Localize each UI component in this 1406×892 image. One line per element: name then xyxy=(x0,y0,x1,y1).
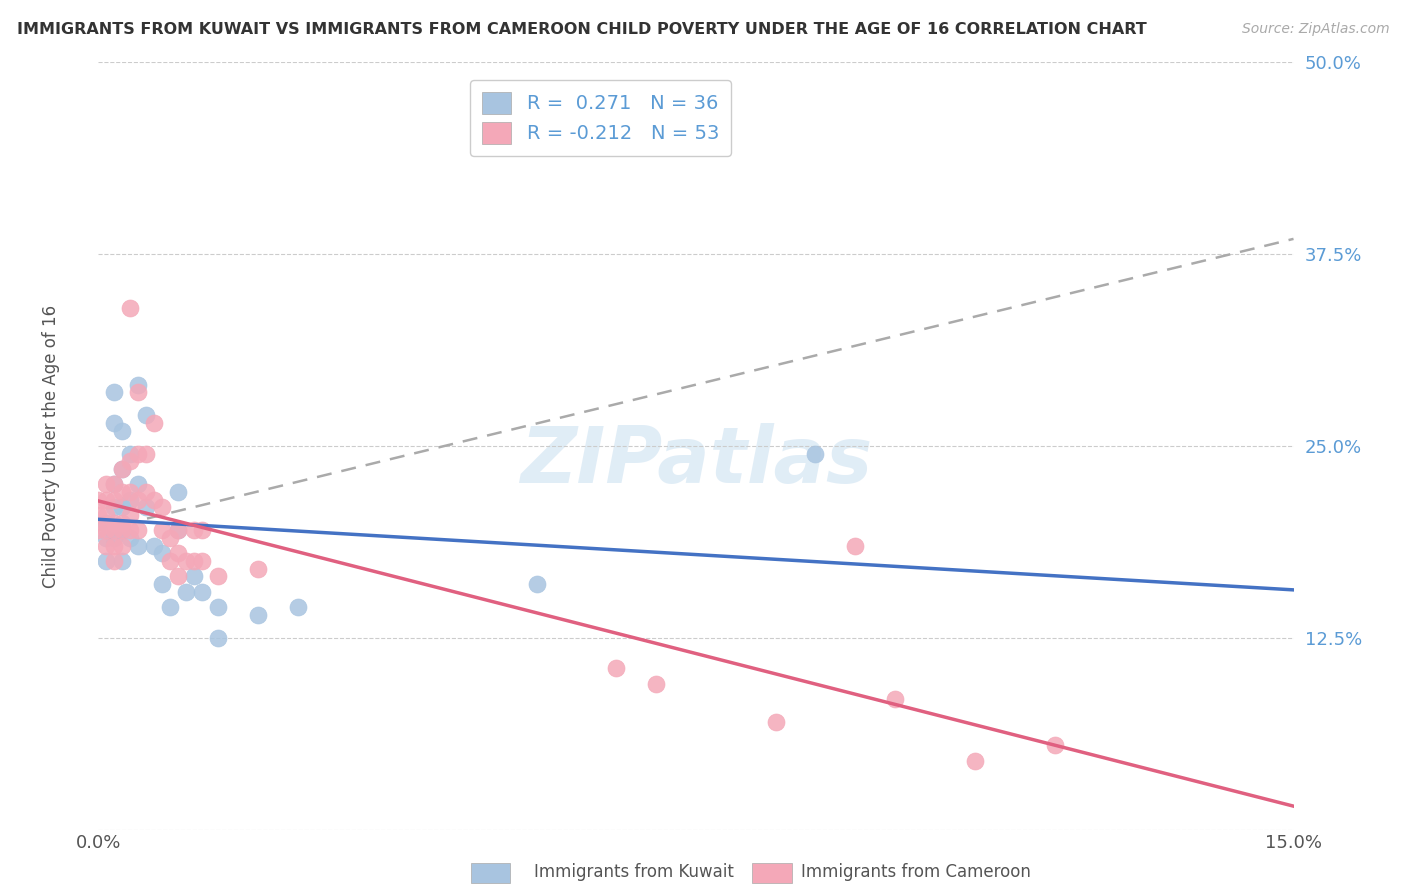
Point xyxy=(111,485,134,500)
Legend: R =  0.271   N = 36, R = -0.212   N = 53: R = 0.271 N = 36, R = -0.212 N = 53 xyxy=(470,79,731,156)
Point xyxy=(645,677,668,691)
Point xyxy=(183,554,205,568)
Point xyxy=(143,416,166,430)
Point xyxy=(96,554,118,568)
Point xyxy=(103,492,125,507)
Text: ZIPatlas: ZIPatlas xyxy=(520,424,872,500)
Point xyxy=(844,539,866,553)
Point xyxy=(87,524,110,538)
Point xyxy=(183,524,205,538)
Point xyxy=(103,516,125,530)
Point xyxy=(167,546,190,560)
Point xyxy=(87,492,110,507)
Point xyxy=(207,569,229,583)
Point xyxy=(135,485,157,500)
Point xyxy=(135,409,157,423)
Point xyxy=(103,531,125,545)
Point xyxy=(207,631,229,645)
Text: Immigrants from Cameroon: Immigrants from Cameroon xyxy=(801,863,1031,881)
Point xyxy=(135,447,157,461)
Text: Source: ZipAtlas.com: Source: ZipAtlas.com xyxy=(1241,22,1389,37)
Point xyxy=(191,554,214,568)
Point xyxy=(96,539,118,553)
Point xyxy=(174,554,197,568)
Point xyxy=(111,500,134,515)
Point xyxy=(246,562,269,576)
Point xyxy=(167,485,190,500)
Point xyxy=(87,508,110,522)
Point xyxy=(526,577,548,591)
Point xyxy=(120,508,142,522)
Point xyxy=(150,500,173,515)
Point xyxy=(103,539,125,553)
Point xyxy=(111,539,134,553)
Point xyxy=(103,416,125,430)
Point xyxy=(103,385,125,400)
Point xyxy=(111,516,134,530)
Point xyxy=(103,477,125,491)
Point xyxy=(191,584,214,599)
Point xyxy=(120,492,142,507)
Point xyxy=(159,531,181,545)
Point xyxy=(111,524,134,538)
Point xyxy=(120,454,142,468)
Point xyxy=(167,524,190,538)
Point xyxy=(111,462,134,476)
Point xyxy=(605,661,627,675)
Point xyxy=(96,477,118,491)
Point xyxy=(167,569,190,583)
Point xyxy=(103,554,125,568)
Point xyxy=(963,754,986,768)
Point xyxy=(111,554,134,568)
Point xyxy=(127,524,149,538)
Point xyxy=(174,584,197,599)
Point xyxy=(120,301,142,315)
Point xyxy=(127,377,149,392)
Point xyxy=(765,715,787,730)
Point xyxy=(96,531,118,545)
Point xyxy=(183,569,205,583)
Point xyxy=(96,524,118,538)
Point xyxy=(135,500,157,515)
Point xyxy=(287,600,309,615)
Point xyxy=(127,539,149,553)
Point xyxy=(884,692,907,706)
Point xyxy=(159,554,181,568)
Point xyxy=(167,524,190,538)
Point xyxy=(127,492,149,507)
Point xyxy=(120,485,142,500)
Point xyxy=(120,531,142,545)
Point xyxy=(103,500,125,515)
Point xyxy=(103,524,125,538)
Point xyxy=(120,447,142,461)
Text: Immigrants from Kuwait: Immigrants from Kuwait xyxy=(534,863,734,881)
Point xyxy=(111,524,134,538)
Text: IMMIGRANTS FROM KUWAIT VS IMMIGRANTS FROM CAMEROON CHILD POVERTY UNDER THE AGE O: IMMIGRANTS FROM KUWAIT VS IMMIGRANTS FRO… xyxy=(17,22,1147,37)
Point xyxy=(804,447,827,461)
Point xyxy=(150,577,173,591)
Point xyxy=(143,539,166,553)
Point xyxy=(127,447,149,461)
Point xyxy=(143,492,166,507)
Point xyxy=(207,600,229,615)
Point xyxy=(191,524,214,538)
Point xyxy=(111,462,134,476)
Point xyxy=(96,492,118,507)
Point xyxy=(111,424,134,438)
Point xyxy=(103,477,125,491)
Point xyxy=(96,508,118,522)
Point xyxy=(1043,738,1066,752)
Point xyxy=(120,524,142,538)
Text: Child Poverty Under the Age of 16: Child Poverty Under the Age of 16 xyxy=(42,304,59,588)
Point xyxy=(159,600,181,615)
Point xyxy=(246,607,269,622)
Point xyxy=(96,516,118,530)
Point xyxy=(150,546,173,560)
Point xyxy=(150,524,173,538)
Point xyxy=(127,385,149,400)
Point xyxy=(127,477,149,491)
